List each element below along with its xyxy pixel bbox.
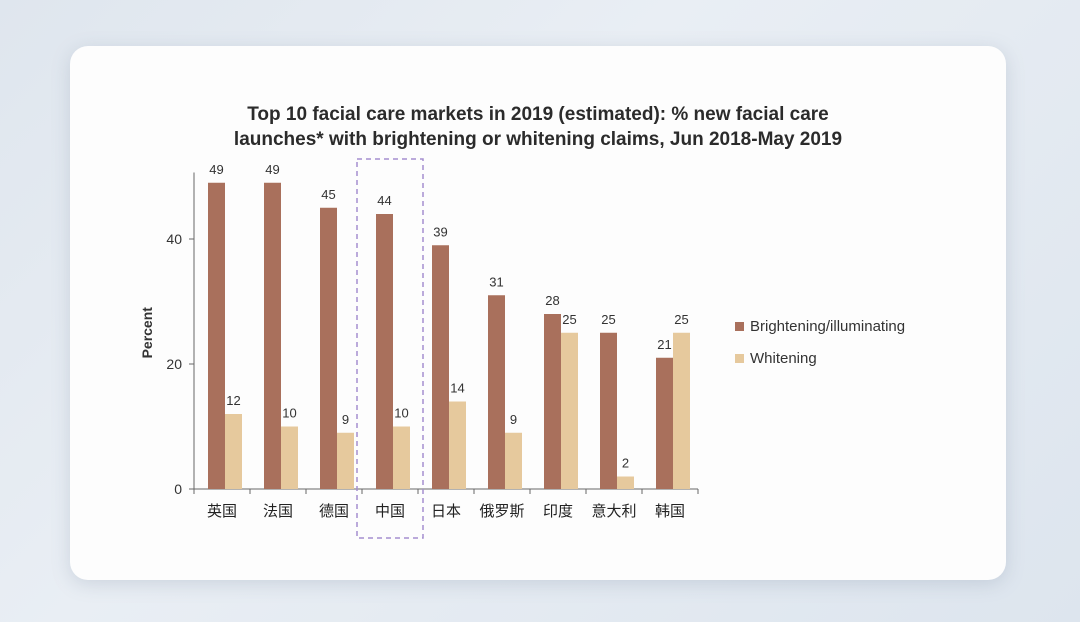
legend-swatch xyxy=(735,354,744,363)
legend-swatch xyxy=(735,322,744,331)
bar-whitening xyxy=(449,401,466,489)
chart-title: Top 10 facial care markets in 2019 (esti… xyxy=(70,102,1006,152)
bar-brightening xyxy=(600,332,617,489)
bar-brightening xyxy=(264,182,281,489)
data-label-brightening: 45 xyxy=(321,187,335,202)
y-tick-label: 20 xyxy=(166,356,182,372)
bar-whitening xyxy=(337,432,354,489)
bar-brightening xyxy=(320,207,337,489)
data-label-whitening: 2 xyxy=(622,456,629,471)
data-label-whitening: 10 xyxy=(394,406,408,421)
data-label-whitening: 9 xyxy=(510,412,517,427)
x-tick-label: 俄罗斯 xyxy=(479,503,524,520)
bar-whitening xyxy=(561,332,578,489)
legend-label: Brightening/illuminating xyxy=(750,318,905,335)
bar-whitening xyxy=(281,426,298,489)
bar-brightening xyxy=(376,214,393,489)
data-label-brightening: 49 xyxy=(209,162,223,177)
bar-brightening xyxy=(488,295,505,489)
chart-card: Top 10 facial care markets in 2019 (esti… xyxy=(70,46,1006,580)
y-tick-label: 0 xyxy=(174,481,182,497)
data-label-brightening: 31 xyxy=(489,274,503,289)
bar-chart: 0 20 40 Percent 49 12 英国 49 10 法国 45 9 德国 44 10 中国 39 14 日… xyxy=(139,158,905,539)
bar-brightening xyxy=(656,357,673,489)
chart-title-line-1: Top 10 facial care markets in 2019 (esti… xyxy=(247,104,829,125)
x-tick-label: 英国 xyxy=(207,502,237,520)
bar-whitening xyxy=(505,432,522,489)
x-tick-label: 韩国 xyxy=(655,503,685,520)
data-label-whitening: 25 xyxy=(562,312,576,327)
x-tick-label: 中国 xyxy=(375,503,405,520)
data-label-brightening: 44 xyxy=(377,193,391,208)
highlight-box xyxy=(356,158,424,539)
bar-brightening xyxy=(544,314,561,489)
data-label-brightening: 28 xyxy=(545,293,559,308)
bar-whitening xyxy=(673,332,690,489)
x-tick-label: 印度 xyxy=(543,503,573,520)
data-label-brightening: 25 xyxy=(601,312,615,327)
data-label-whitening: 14 xyxy=(450,381,464,396)
x-tick-label: 意大利 xyxy=(591,502,636,520)
bar-brightening xyxy=(432,245,449,489)
data-label-whitening: 10 xyxy=(282,406,296,421)
data-label-brightening: 21 xyxy=(657,337,671,352)
bar-whitening xyxy=(617,476,634,489)
chart-title-line-2: launches* with brightening or whitening … xyxy=(233,129,843,150)
data-label-brightening: 49 xyxy=(265,162,279,177)
x-tick-label: 德国 xyxy=(319,502,349,520)
y-tick-label: 40 xyxy=(166,231,182,247)
y-axis-label: Percent xyxy=(139,307,155,359)
bar-brightening xyxy=(208,182,225,489)
data-label-whitening: 25 xyxy=(674,312,688,327)
x-tick-label: 日本 xyxy=(431,503,461,520)
legend-label: Whitening xyxy=(750,350,817,367)
x-tick-label: 法国 xyxy=(263,503,293,520)
data-label-whitening: 12 xyxy=(226,393,240,408)
bar-whitening xyxy=(393,426,410,489)
data-label-whitening: 9 xyxy=(342,412,349,427)
bar-whitening xyxy=(225,414,242,489)
data-label-brightening: 39 xyxy=(433,224,447,239)
